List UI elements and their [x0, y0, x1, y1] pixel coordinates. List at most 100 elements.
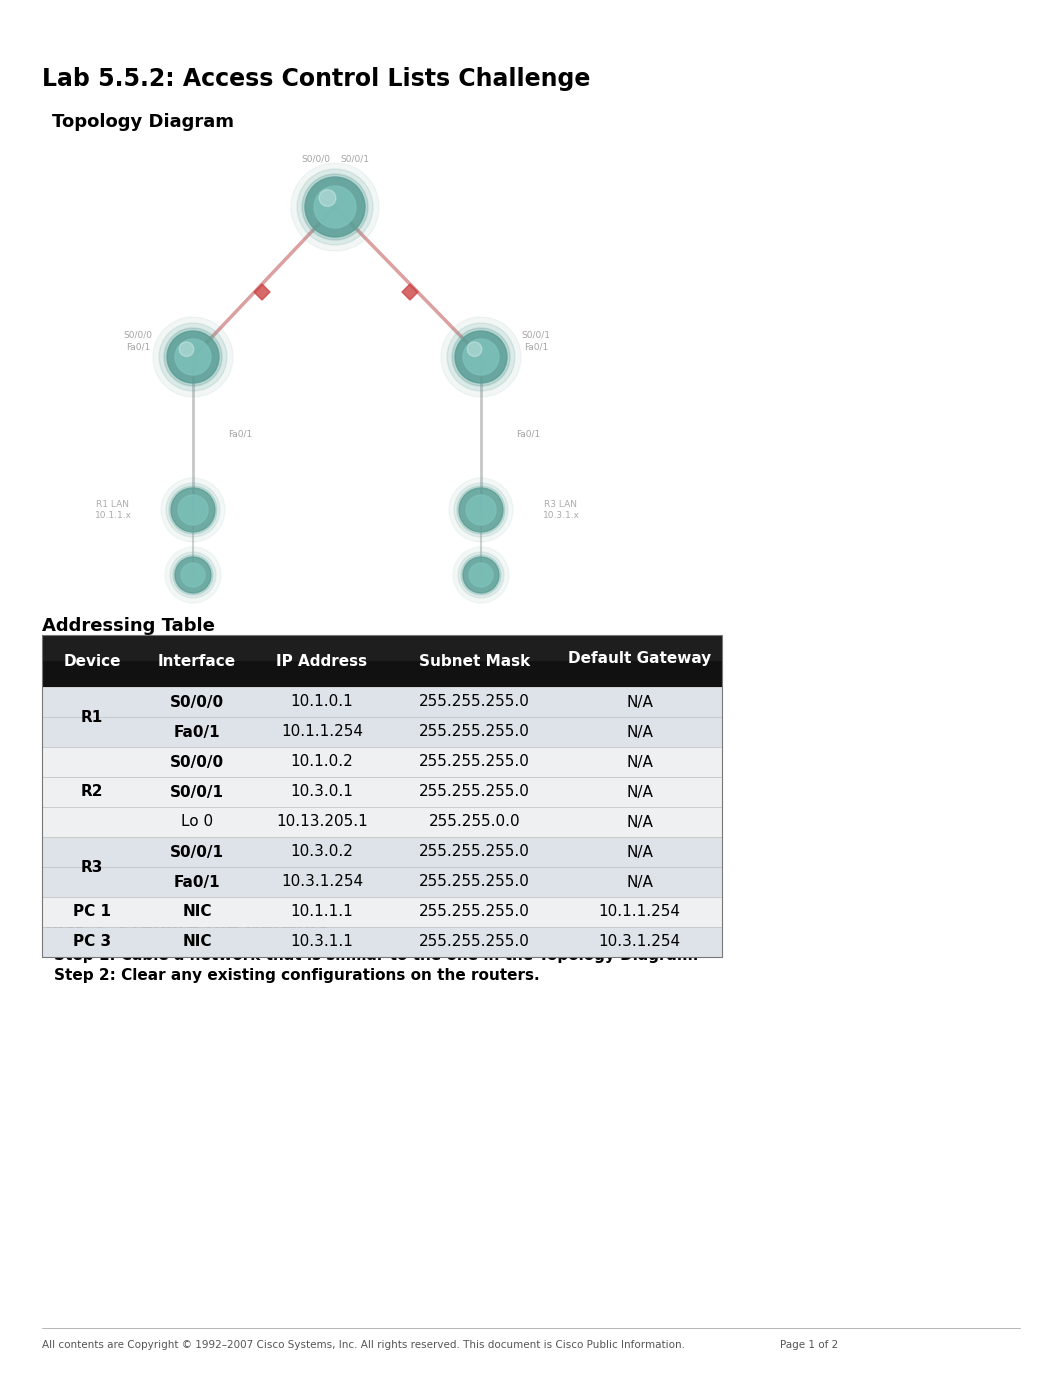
- Text: NIC: NIC: [183, 905, 211, 920]
- Circle shape: [169, 486, 217, 534]
- Circle shape: [441, 317, 521, 397]
- Text: 255.255.255.0: 255.255.255.0: [419, 935, 530, 950]
- Circle shape: [165, 547, 221, 603]
- Circle shape: [458, 552, 504, 598]
- Circle shape: [164, 328, 222, 386]
- Text: N/A: N/A: [627, 815, 653, 829]
- Text: R3 LAN
10.3.1.x: R3 LAN 10.3.1.x: [543, 500, 580, 519]
- Text: N/A: N/A: [627, 874, 653, 890]
- Text: S0/0/1: S0/0/1: [521, 330, 550, 340]
- Text: S0/0/1: S0/0/1: [170, 844, 224, 859]
- Text: 255.255.255.0: 255.255.255.0: [419, 905, 530, 920]
- FancyBboxPatch shape: [42, 635, 722, 661]
- Circle shape: [305, 178, 365, 237]
- Text: 255.255.0.0: 255.255.0.0: [429, 815, 520, 829]
- Text: 255.255.255.0: 255.255.255.0: [419, 874, 530, 890]
- Text: S0/0/0: S0/0/0: [301, 154, 330, 164]
- Circle shape: [170, 552, 216, 598]
- Circle shape: [297, 169, 373, 245]
- Circle shape: [452, 328, 510, 386]
- Circle shape: [453, 547, 509, 603]
- Text: R1: R1: [81, 709, 103, 724]
- Text: Default Gateway: Default Gateway: [568, 651, 712, 666]
- Text: N/A: N/A: [627, 755, 653, 770]
- Circle shape: [469, 563, 493, 587]
- Text: Page 1 of 2: Page 1 of 2: [780, 1340, 838, 1349]
- Polygon shape: [402, 284, 418, 300]
- Circle shape: [449, 478, 513, 543]
- Text: IP Address: IP Address: [276, 654, 367, 668]
- FancyBboxPatch shape: [42, 837, 722, 868]
- Text: Device: Device: [64, 654, 121, 668]
- FancyBboxPatch shape: [42, 717, 722, 746]
- Circle shape: [457, 486, 506, 534]
- Text: 10.3.1.254: 10.3.1.254: [281, 874, 363, 890]
- Text: 10.1.1.1: 10.1.1.1: [291, 905, 354, 920]
- Text: R3: R3: [81, 859, 103, 874]
- Text: Fa0/1: Fa0/1: [516, 430, 541, 438]
- Circle shape: [161, 478, 225, 543]
- Circle shape: [153, 317, 233, 397]
- Circle shape: [467, 341, 482, 357]
- Circle shape: [159, 324, 227, 391]
- FancyBboxPatch shape: [42, 896, 722, 927]
- Text: Topology Diagram: Topology Diagram: [52, 113, 234, 131]
- Circle shape: [463, 558, 499, 593]
- Text: 10.3.0.2: 10.3.0.2: [291, 844, 354, 859]
- Text: 10.1.0.2: 10.1.0.2: [291, 755, 354, 770]
- Circle shape: [171, 487, 215, 532]
- FancyBboxPatch shape: [42, 807, 722, 837]
- Circle shape: [463, 339, 499, 375]
- Text: Fa0/1: Fa0/1: [174, 874, 220, 890]
- Text: Fa0/1: Fa0/1: [174, 724, 220, 739]
- Text: 10.3.1.1: 10.3.1.1: [291, 935, 354, 950]
- Text: N/A: N/A: [627, 844, 653, 859]
- Text: 10.1.1.254: 10.1.1.254: [281, 724, 363, 739]
- Text: Step 2: Clear any existing configurations on the routers.: Step 2: Clear any existing configuration…: [54, 968, 539, 983]
- Text: R1 LAN
10.1.1.x: R1 LAN 10.1.1.x: [95, 500, 132, 519]
- Text: Lab 5.5.2: Access Control Lists Challenge: Lab 5.5.2: Access Control Lists Challeng…: [42, 67, 590, 91]
- Circle shape: [453, 483, 508, 537]
- Circle shape: [461, 555, 501, 595]
- FancyBboxPatch shape: [42, 868, 722, 896]
- Text: 255.255.255.0: 255.255.255.0: [419, 844, 530, 859]
- Circle shape: [178, 494, 208, 525]
- FancyBboxPatch shape: [42, 927, 722, 957]
- Text: S0/0/0: S0/0/0: [170, 694, 224, 709]
- Text: 255.255.255.0: 255.255.255.0: [419, 755, 530, 770]
- FancyBboxPatch shape: [42, 746, 722, 777]
- Circle shape: [319, 190, 336, 207]
- FancyBboxPatch shape: [42, 777, 722, 807]
- Circle shape: [459, 487, 503, 532]
- Text: 10.1.0.1: 10.1.0.1: [291, 694, 354, 709]
- Text: Fa0/1: Fa0/1: [126, 343, 150, 351]
- Text: 255.255.255.0: 255.255.255.0: [419, 724, 530, 739]
- Text: Subnet Mask: Subnet Mask: [418, 654, 530, 668]
- FancyBboxPatch shape: [42, 687, 722, 717]
- Circle shape: [302, 174, 369, 240]
- Text: Fa0/1: Fa0/1: [228, 430, 253, 438]
- Circle shape: [173, 555, 213, 595]
- Text: 10.3.0.1: 10.3.0.1: [291, 785, 354, 800]
- Text: 255.255.255.0: 255.255.255.0: [419, 785, 530, 800]
- Circle shape: [167, 330, 219, 383]
- Circle shape: [447, 324, 515, 391]
- Text: S0/0/1: S0/0/1: [340, 154, 369, 164]
- Text: N/A: N/A: [627, 785, 653, 800]
- Text: All contents are Copyright © 1992–2007 Cisco Systems, Inc. All rights reserved. : All contents are Copyright © 1992–2007 C…: [42, 1340, 685, 1349]
- Text: Interface: Interface: [158, 654, 236, 668]
- Text: Fa0/1: Fa0/1: [524, 343, 548, 351]
- Circle shape: [175, 558, 211, 593]
- Text: S0/0/0: S0/0/0: [123, 330, 153, 340]
- Text: PC 3: PC 3: [73, 935, 112, 950]
- FancyBboxPatch shape: [42, 635, 722, 687]
- Circle shape: [291, 162, 379, 251]
- Text: S0/0/1: S0/0/1: [170, 785, 224, 800]
- Text: 10.13.205.1: 10.13.205.1: [276, 815, 367, 829]
- Text: NIC: NIC: [183, 935, 211, 950]
- Text: 10.3.1.254: 10.3.1.254: [599, 935, 681, 950]
- Text: S0/0/0: S0/0/0: [170, 755, 224, 770]
- Text: Task 1: Prepare the Network: Task 1: Prepare the Network: [42, 918, 330, 936]
- Text: N/A: N/A: [627, 694, 653, 709]
- Circle shape: [181, 563, 205, 587]
